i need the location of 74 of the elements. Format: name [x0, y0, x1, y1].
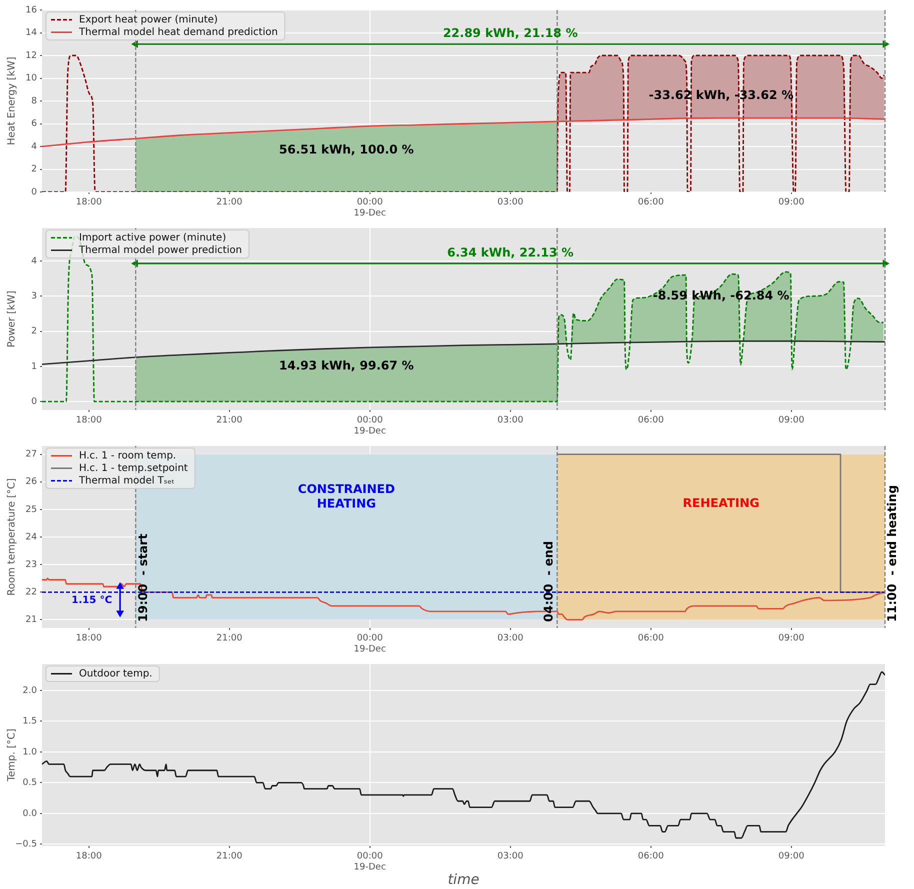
x-tick-label: 18:00	[76, 852, 102, 862]
x-tick-label: 21:00	[216, 634, 243, 644]
y-axis-title: Temp. [°C]	[6, 728, 18, 782]
x-tick-label: 21:00	[216, 852, 243, 862]
x-tick-label: 06:00	[638, 852, 664, 862]
y-tick-label: 24	[26, 532, 38, 542]
x-tick-label: 18:00	[76, 634, 102, 644]
x-tick-label: 00:00 19-Dec	[354, 852, 386, 873]
y-tick-label: 0.5	[22, 778, 37, 788]
x-tick-label: 00:00 19-Dec	[354, 416, 386, 437]
legend-label: Export heat power (minute)	[79, 14, 218, 26]
y-tick-label: 4	[31, 256, 38, 266]
y-tick-label: 4	[31, 142, 38, 152]
x-tick-label: 03:00	[497, 852, 524, 862]
y-tick-label: 23	[26, 560, 37, 570]
x-tick-label: 06:00	[638, 416, 664, 426]
x-tick-label: 03:00	[497, 634, 524, 644]
ref-line-label: 19:00 - start	[136, 533, 150, 622]
y-tick-label: 0.0	[22, 808, 38, 819]
legend-label: H.c. 1 - temp.setpoint	[79, 462, 188, 474]
x-tick-label: 21:00	[216, 416, 243, 426]
x-tick-label: 09:00	[778, 852, 805, 862]
x-tick-label: 21:00	[216, 198, 243, 208]
legend-label: Import active power (minute)	[79, 232, 226, 244]
y-axis-title: Room temperature [°C]	[6, 478, 18, 596]
y-tick-label: 3	[31, 292, 37, 302]
y-tick-label: 26	[26, 477, 38, 488]
annotation: 1.15 °C	[72, 595, 112, 606]
y-tick-label: 2	[31, 326, 37, 337]
legend-label: H.c. 1 - room temp.	[79, 450, 176, 462]
x-tick-label: 09:00	[778, 634, 805, 644]
x-tick-label: 09:00	[778, 198, 805, 208]
y-tick-label: 1	[31, 362, 37, 372]
x-tick-label: 00:00 19-Dec	[354, 634, 386, 655]
y-tick-label: 22	[26, 587, 37, 598]
x-tick-label: 06:00	[638, 634, 664, 644]
y-tick-label: 1.5	[22, 716, 37, 727]
band-label: CONSTRAINED HEATING	[298, 482, 395, 510]
x-tick-label: 18:00	[76, 198, 102, 208]
y-tick-label: 6	[31, 119, 38, 130]
y-tick-label: 12	[26, 50, 37, 61]
annotation: 6.34 kWh, 22.13 %	[447, 245, 574, 260]
x-tick-label: 00:00 19-Dec	[354, 198, 386, 219]
y-tick-label: 21	[26, 615, 37, 626]
y-axis-title: Power [kW]	[6, 290, 18, 348]
y-tick-label: 2	[31, 164, 37, 175]
y-tick-label: 25	[26, 504, 37, 515]
y-tick-label: −0.5	[15, 840, 37, 850]
y-tick-label: 10	[26, 74, 38, 84]
y-tick-label: 0	[31, 187, 38, 198]
legend-label: Thermal model heat demand prediction	[78, 26, 278, 38]
ref-line-label: 11:00 - end heating	[885, 485, 900, 622]
x-tick-label: 18:00	[76, 416, 102, 426]
y-tick-label: 1.0	[22, 747, 38, 758]
x-axis-title: time	[448, 872, 480, 888]
band-label: REHEATING	[682, 496, 760, 510]
x-tick-label: 03:00	[497, 416, 524, 426]
legend-label: Thermal model power prediction	[78, 244, 242, 256]
y-tick-label: 0	[31, 396, 38, 407]
y-tick-label: 2.0	[22, 686, 38, 696]
ref-line-label: 04:00 - end	[541, 541, 556, 622]
x-tick-label: 03:00	[497, 198, 524, 208]
legend-label: Thermal model Tₛₑₜ	[78, 475, 175, 486]
y-tick-label: 16	[26, 5, 38, 16]
legend-label: Outdoor temp.	[79, 668, 152, 680]
y-tick-label: 14	[26, 28, 38, 38]
x-tick-label: 06:00	[638, 198, 664, 208]
annotation: 56.51 kWh, 100.0 %	[279, 142, 414, 156]
annotation: 14.93 kWh, 99.67 %	[279, 358, 414, 373]
annotation: 22.89 kWh, 21.18 %	[442, 26, 578, 40]
y-tick-label: 27	[26, 450, 37, 460]
x-tick-label: 09:00	[778, 416, 805, 426]
y-axis-title: Heat Energy [kW]	[6, 56, 18, 146]
y-tick-label: 8	[31, 96, 38, 106]
